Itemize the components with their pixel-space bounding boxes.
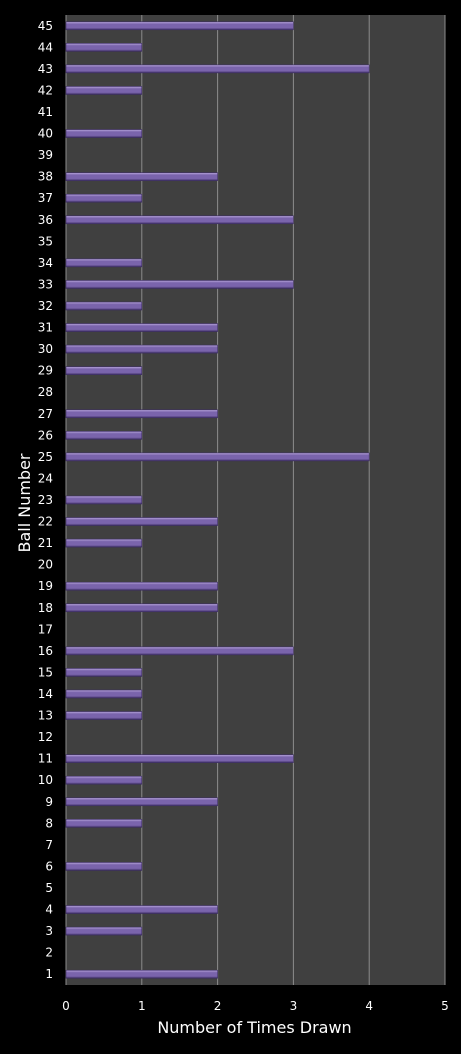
bar-ball-16	[65, 646, 294, 656]
y-tick-label: 45	[38, 19, 53, 33]
bar-ball-42	[65, 86, 143, 95]
y-tick-label: 18	[38, 601, 53, 615]
bar-ball-33	[65, 280, 294, 289]
x-tick-label: 3	[290, 999, 298, 1013]
y-tick-label: 3	[45, 924, 53, 938]
bar-ball-26	[65, 431, 143, 440]
bar-ball-11	[65, 754, 294, 763]
bar-ball-34	[65, 258, 143, 268]
y-tick-label: 27	[38, 407, 53, 421]
bar-ball-8	[65, 819, 143, 828]
y-tick-label: 4	[45, 903, 53, 917]
bar-ball-43	[65, 64, 370, 74]
y-tick-labels: 1234567891011121314151617181920212223242…	[38, 19, 53, 981]
y-tick-label: 25	[38, 450, 53, 464]
bar-ball-19	[65, 581, 218, 591]
y-tick-label: 21	[38, 536, 53, 550]
bar-ball-6	[65, 862, 143, 871]
y-tick-label: 29	[38, 364, 53, 378]
bar-ball-32	[65, 301, 143, 311]
y-tick-label: 34	[38, 256, 53, 270]
bar-ball-18	[65, 603, 218, 613]
bar-ball-25	[65, 452, 370, 462]
bar-ball-27	[65, 409, 218, 419]
y-tick-label: 42	[38, 83, 53, 97]
x-tick-label: 5	[441, 999, 449, 1013]
bar-ball-22	[65, 517, 218, 526]
y-tick-label: 39	[38, 148, 53, 162]
bar-ball-14	[65, 689, 143, 699]
y-tick-label: 36	[38, 213, 53, 227]
bar-ball-13	[65, 711, 143, 720]
y-tick-label: 31	[38, 321, 53, 335]
x-tick-label: 1	[138, 999, 146, 1013]
bar-ball-4	[65, 905, 218, 914]
bar-ball-29	[65, 366, 143, 375]
y-tick-label: 20	[38, 558, 53, 572]
y-tick-label: 38	[38, 170, 53, 184]
bar-ball-37	[65, 193, 143, 203]
x-tick-label: 4	[365, 999, 373, 1013]
y-axis-title: Ball Number	[15, 453, 34, 552]
x-tick-label: 0	[62, 999, 70, 1013]
bar-ball-10	[65, 775, 143, 785]
y-tick-label: 16	[38, 644, 53, 658]
y-tick-label: 5	[45, 881, 53, 895]
y-tick-label: 14	[38, 687, 53, 701]
x-tick-label: 2	[214, 999, 222, 1013]
bars	[65, 21, 370, 979]
y-tick-label: 35	[38, 234, 53, 248]
y-tick-label: 12	[38, 730, 53, 744]
bar-ball-40	[65, 129, 143, 138]
y-tick-label: 17	[38, 622, 53, 636]
bar-ball-38	[65, 172, 218, 181]
bar-ball-21	[65, 538, 143, 548]
y-tick-label: 37	[38, 191, 53, 205]
bar-ball-23	[65, 495, 143, 505]
y-tick-label: 26	[38, 428, 53, 442]
y-tick-label: 44	[38, 40, 53, 54]
y-tick-label: 13	[38, 709, 53, 723]
y-tick-label: 23	[38, 493, 53, 507]
y-tick-label: 7	[45, 838, 53, 852]
y-tick-label: 8	[45, 816, 53, 830]
y-tick-label: 32	[38, 299, 53, 313]
bar-ball-36	[65, 215, 294, 225]
bar-ball-30	[65, 344, 218, 354]
x-axis-title: Number of Times Drawn	[157, 1018, 351, 1037]
y-tick-label: 19	[38, 579, 53, 593]
y-tick-label: 40	[38, 127, 53, 141]
y-tick-label: 43	[38, 62, 53, 76]
y-tick-label: 10	[38, 773, 53, 787]
bar-ball-3	[65, 926, 143, 936]
y-tick-label: 24	[38, 471, 53, 485]
y-tick-label: 2	[45, 946, 53, 960]
bar-ball-44	[65, 43, 143, 52]
y-tick-label: 1	[45, 967, 53, 981]
x-tick-labels: 0 1 2 3 4 5	[62, 999, 449, 1013]
bar-ball-31	[65, 323, 218, 332]
y-tick-label: 41	[38, 105, 53, 119]
bar-ball-45	[65, 21, 294, 31]
y-tick-label: 28	[38, 385, 53, 399]
y-tick-label: 9	[45, 795, 53, 809]
bar-ball-9	[65, 797, 218, 807]
y-tick-label: 11	[38, 752, 53, 766]
bar-ball-15	[65, 668, 143, 677]
y-tick-label: 15	[38, 665, 53, 679]
y-tick-label: 33	[38, 277, 53, 291]
y-tick-label: 6	[45, 859, 53, 873]
bar-ball-1	[65, 969, 218, 979]
y-tick-label: 30	[38, 342, 53, 356]
y-tick-label: 22	[38, 515, 53, 529]
